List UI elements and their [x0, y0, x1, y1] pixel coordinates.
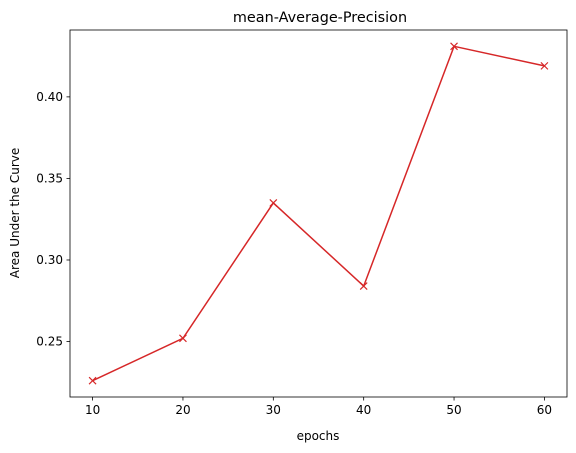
plot-frame [69, 29, 568, 398]
data-point-marker [359, 282, 368, 291]
series-line-group [88, 42, 549, 385]
data-point-marker [179, 334, 187, 343]
y-tick-label: 0.30 [36, 253, 63, 267]
x-tick-label: 30 [266, 403, 281, 417]
y-tick-label: 0.35 [36, 171, 63, 185]
data-point-marker [88, 376, 97, 385]
x-axis-label: epochs [297, 429, 340, 443]
data-point-marker [450, 42, 458, 51]
data-point-marker [269, 198, 278, 207]
x-tick-label: 60 [537, 403, 552, 417]
data-point-marker [540, 61, 549, 70]
series-line [92, 45, 545, 382]
x-tick-label: 10 [85, 403, 100, 417]
y-axis-label: Area Under the Curve [8, 148, 22, 278]
x-tick-label: 20 [175, 403, 190, 417]
x-tick-label: 40 [356, 403, 371, 417]
y-tick-label: 0.40 [36, 90, 63, 104]
x-tick-label: 50 [446, 403, 461, 417]
y-tick-label: 0.25 [36, 335, 63, 349]
x-ticks: 10 20 30 40 50 60 [85, 397, 552, 417]
y-ticks: 0.25 0.30 0.35 0.40 [36, 90, 70, 349]
chart-title: mean-Average-Precision [233, 10, 407, 26]
